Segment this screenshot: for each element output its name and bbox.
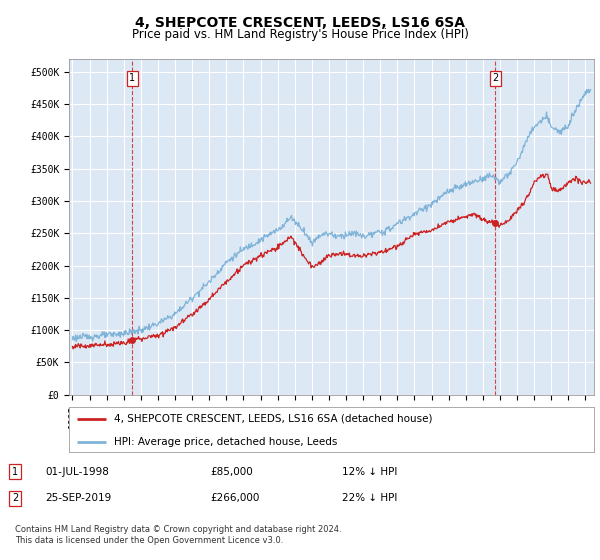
- Text: Contains HM Land Registry data © Crown copyright and database right 2024.
This d: Contains HM Land Registry data © Crown c…: [15, 525, 341, 545]
- Text: 12% ↓ HPI: 12% ↓ HPI: [342, 466, 397, 477]
- Text: 4, SHEPCOTE CRESCENT, LEEDS, LS16 6SA: 4, SHEPCOTE CRESCENT, LEEDS, LS16 6SA: [135, 16, 465, 30]
- Text: £266,000: £266,000: [210, 493, 259, 503]
- Text: HPI: Average price, detached house, Leeds: HPI: Average price, detached house, Leed…: [113, 437, 337, 447]
- Text: 4, SHEPCOTE CRESCENT, LEEDS, LS16 6SA (detached house): 4, SHEPCOTE CRESCENT, LEEDS, LS16 6SA (d…: [113, 414, 432, 424]
- Text: 1: 1: [12, 466, 18, 477]
- Text: 25-SEP-2019: 25-SEP-2019: [45, 493, 111, 503]
- Text: 2: 2: [492, 73, 499, 83]
- Text: 01-JUL-1998: 01-JUL-1998: [45, 466, 109, 477]
- Text: 1: 1: [129, 73, 136, 83]
- Text: £85,000: £85,000: [210, 466, 253, 477]
- Text: Price paid vs. HM Land Registry's House Price Index (HPI): Price paid vs. HM Land Registry's House …: [131, 28, 469, 41]
- Text: 2: 2: [12, 493, 18, 503]
- Text: 22% ↓ HPI: 22% ↓ HPI: [342, 493, 397, 503]
